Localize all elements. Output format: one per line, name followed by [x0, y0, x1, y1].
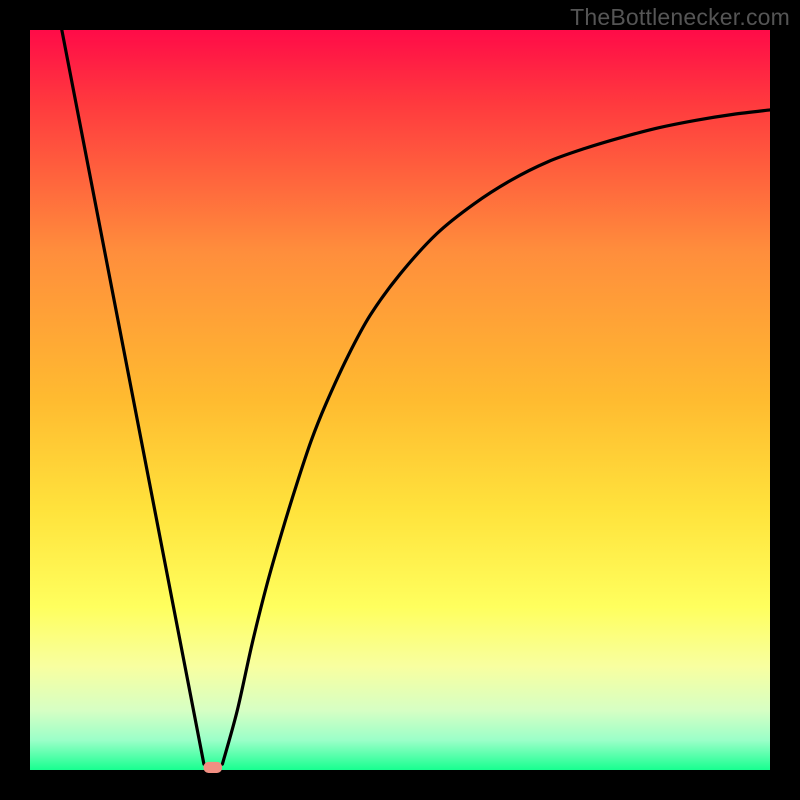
bottleneck-curve-chart: TheBottlenecker.com: [0, 0, 800, 800]
chart-svg: [0, 0, 800, 800]
minimum-marker: [204, 762, 223, 773]
plot-background: [30, 30, 770, 770]
watermark-text: TheBottlenecker.com: [570, 4, 790, 31]
